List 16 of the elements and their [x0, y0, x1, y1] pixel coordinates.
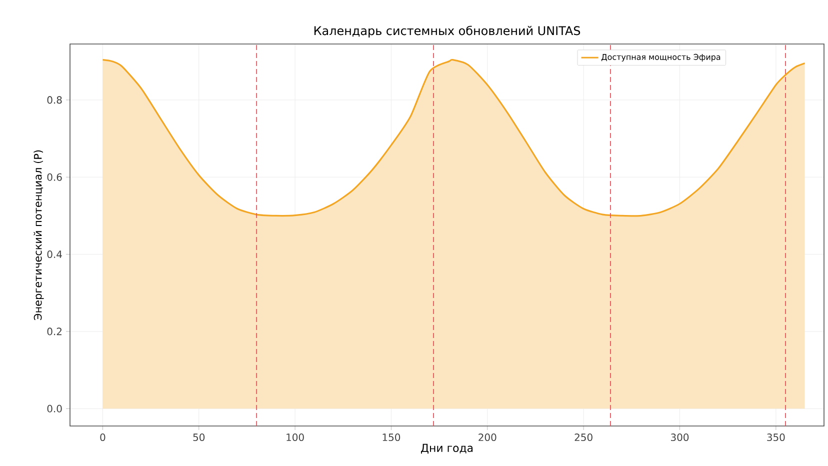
x-tick-label: 300 — [671, 434, 689, 442]
y-tick-label: 0.0 — [47, 404, 62, 412]
x-tick-label: 250 — [574, 434, 592, 442]
y-tick-label: 0.4 — [47, 250, 62, 258]
x-tick-label: 350 — [767, 434, 785, 442]
x-tick-label: 150 — [382, 434, 400, 442]
x-tick-label: 0 — [100, 434, 106, 442]
chart-title: Календарь системных обновлений UNITAS — [314, 26, 580, 38]
x-tick-label: 200 — [478, 434, 496, 442]
y-tick-label: 0.8 — [47, 96, 62, 104]
y-tick-label: 0.6 — [47, 173, 62, 181]
y-tick-label: 0.2 — [47, 328, 62, 336]
x-axis-title: Дни года — [421, 444, 473, 454]
y-axis-title: Энергетический потенциал (P) — [34, 150, 44, 320]
x-tick-label: 50 — [193, 434, 205, 442]
x-tick-label: 100 — [286, 434, 304, 442]
